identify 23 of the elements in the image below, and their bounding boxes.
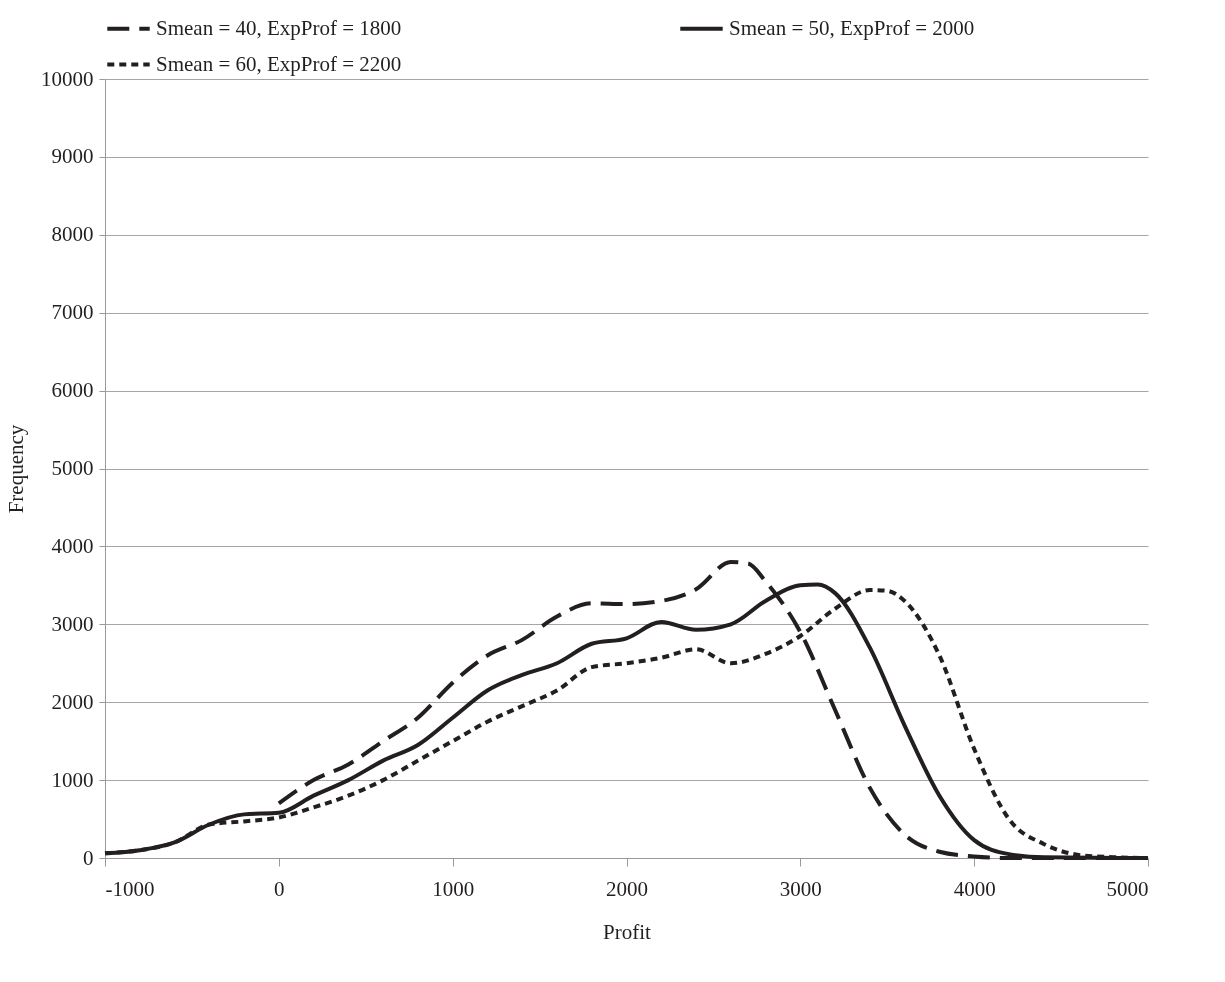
y-tick-label: 0 — [83, 845, 94, 870]
y-tick-label: 9000 — [51, 144, 94, 169]
legend-label: Smean = 40, ExpProf = 1800 — [156, 15, 402, 40]
y-tick-label: 10000 — [41, 66, 94, 91]
x-tick-label: 1000 — [432, 876, 475, 901]
y-tick-label: 3000 — [51, 611, 94, 636]
y-tick-label: 2000 — [51, 689, 94, 714]
y-axis-title: Frequency — [4, 424, 28, 514]
x-tick-label: 5000 — [1106, 876, 1149, 901]
x-tick-label: 2000 — [606, 876, 648, 901]
x-tick-label: 3000 — [779, 876, 822, 901]
y-tick-label: 8000 — [51, 222, 94, 247]
x-tick-label: -1000 — [105, 876, 155, 901]
y-tick-label: 1000 — [51, 767, 94, 792]
y-tick-label: 5000 — [51, 456, 94, 480]
x-axis-title: Profit — [603, 919, 652, 944]
y-tick-label: 6000 — [51, 378, 94, 403]
x-tick-label: 0 — [274, 876, 285, 901]
y-tick-label: 7000 — [51, 300, 94, 325]
legend-label: Smean = 50, ExpProf = 2000 — [729, 15, 975, 40]
legend-label: Smean = 60, ExpProf = 2200 — [156, 51, 402, 76]
x-tick-label: 4000 — [953, 876, 996, 901]
y-tick-label: 4000 — [51, 533, 94, 558]
